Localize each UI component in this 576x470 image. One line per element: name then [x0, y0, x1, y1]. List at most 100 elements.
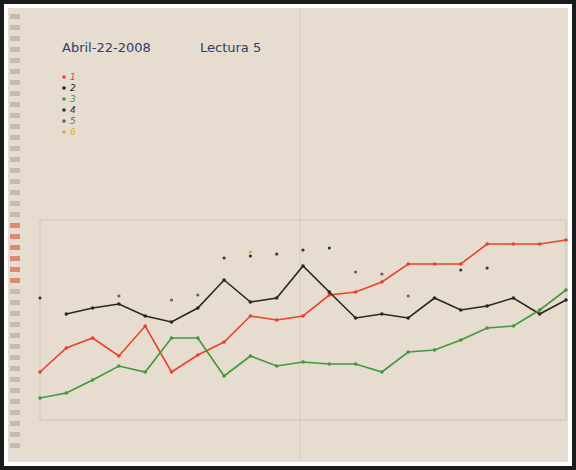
series-marker [485, 242, 489, 246]
paper-fold [300, 10, 301, 460]
legend-marker [62, 130, 66, 134]
paper-strip [10, 25, 20, 30]
plot-area [38, 238, 568, 400]
series-marker [354, 362, 358, 366]
series-marker [170, 370, 174, 374]
paper-strip [10, 135, 20, 140]
legend-label: 6 [70, 127, 76, 137]
series-marker [117, 364, 121, 368]
legend-label: 1 [70, 72, 76, 82]
series-line [40, 240, 566, 372]
series-marker [564, 298, 568, 302]
series-marker [538, 308, 542, 312]
legend-marker [62, 119, 66, 123]
paper-strip [10, 388, 20, 393]
series-line [40, 290, 566, 398]
paper-strip [10, 366, 20, 371]
legend-marker [62, 75, 66, 79]
series-marker [91, 378, 95, 382]
series-marker [196, 293, 199, 296]
paper-strip [10, 399, 20, 404]
subtitle: Lectura 5 [200, 40, 261, 55]
paper-strip [10, 223, 20, 228]
legend-marker [62, 97, 66, 101]
paper-strip [10, 355, 20, 360]
series-marker [564, 288, 568, 292]
series-marker [117, 354, 121, 358]
paper-strip [10, 410, 20, 415]
series-marker [143, 314, 147, 318]
legend-label: 2 [70, 83, 76, 93]
series-marker [459, 338, 463, 342]
paper-strip [10, 256, 20, 261]
chart: Abril-22-2008Lectura 5123456 [0, 0, 576, 470]
series-marker [328, 246, 331, 249]
series-marker [406, 350, 410, 354]
series-marker [486, 266, 489, 269]
series-marker [433, 262, 437, 266]
series-marker [275, 364, 279, 368]
paper-strip [10, 102, 20, 107]
legend-label: 3 [70, 94, 76, 104]
paper-strip [10, 344, 20, 349]
paper-strip [10, 190, 20, 195]
series-marker [538, 242, 542, 246]
series-marker [170, 336, 174, 340]
plot-frame [40, 220, 566, 420]
series-marker [512, 296, 516, 300]
series-marker [380, 312, 384, 316]
series-marker [538, 312, 542, 316]
series-marker [301, 264, 305, 268]
paper-strip [10, 234, 20, 239]
paper-strip [10, 267, 20, 272]
paper-strip [10, 311, 20, 316]
series-line [66, 266, 566, 322]
paper-strip [10, 157, 20, 162]
series-marker [459, 268, 462, 271]
series-marker [65, 346, 69, 350]
series-marker [459, 308, 463, 312]
series-marker [328, 290, 332, 294]
series-marker [433, 296, 437, 300]
paper-strip [10, 179, 20, 184]
paper-strip [10, 278, 20, 283]
paper-strip [10, 113, 20, 118]
frame-inner [4, 4, 572, 466]
series-marker [354, 270, 357, 273]
legend-marker [62, 86, 66, 90]
paper-strip [10, 322, 20, 327]
paper-strip [10, 124, 20, 129]
series-marker [485, 326, 489, 330]
series-marker [249, 254, 252, 257]
paper-strip [10, 36, 20, 41]
series-marker [117, 294, 120, 297]
series-marker [196, 353, 200, 357]
series-marker [170, 320, 174, 324]
paper-strip [10, 146, 20, 151]
series-marker [301, 314, 305, 318]
series-marker [38, 370, 42, 374]
paper-strip [10, 443, 20, 448]
series-marker [301, 248, 304, 251]
frame [0, 0, 576, 470]
series-marker [459, 262, 463, 266]
series-marker [170, 298, 173, 301]
paper-strip [10, 300, 20, 305]
series-marker [512, 324, 516, 328]
series-marker [38, 396, 42, 400]
series-marker [65, 391, 69, 395]
series-marker [406, 316, 410, 320]
legend-label: 5 [70, 116, 76, 126]
legend-marker [62, 108, 66, 112]
series-marker [485, 304, 489, 308]
series-marker [249, 300, 253, 304]
series-marker [91, 336, 95, 340]
series-marker [406, 262, 410, 266]
series-marker [380, 272, 383, 275]
paper-strip [10, 168, 20, 173]
series-marker [275, 296, 279, 300]
series-marker [196, 306, 200, 310]
series-marker [249, 250, 252, 253]
series-marker [301, 360, 305, 364]
series-marker [143, 370, 147, 374]
